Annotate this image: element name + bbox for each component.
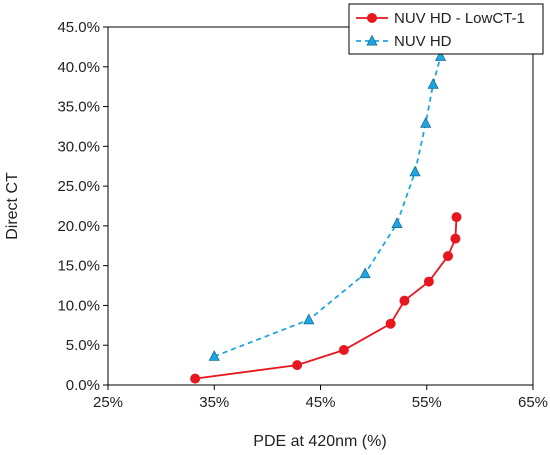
x-tick-label: 55% [412,394,442,411]
series-1 [190,212,462,384]
x-axis: 25% 35% 45% 55% 65% [93,385,548,411]
y-tick-label: 0.0% [66,377,100,394]
data-point-circle [443,251,453,262]
data-point-triangle [434,50,447,61]
x-tick-label: 25% [93,394,123,411]
series-2 [208,50,447,361]
data-point-circle [423,276,434,287]
y-tick-label: 40.0% [57,59,100,76]
y-tick-label: 10.0% [57,297,100,314]
legend-box [348,3,544,55]
x-tick-label: 35% [199,394,229,411]
y-tick-label: 5.0% [66,337,100,354]
data-point-triangle [303,313,315,325]
data-point-triangle [359,267,371,279]
data-point-circle [190,373,201,384]
data-point-circle [367,13,377,23]
data-point-triangle [208,350,220,361]
legend[interactable]: NUV HD - LowCT-1 NUV HD [348,3,544,55]
data-point-triangle [366,34,378,46]
x-tick-label: 45% [305,394,335,411]
y-tick-label: 45.0% [57,19,100,36]
legend-label: NUV HD [394,33,452,50]
data-point-circle [338,344,349,355]
data-point-circle [451,212,462,223]
data-point-triangle [420,117,432,128]
data-point-triangle [391,217,403,228]
data-point-circle [450,233,461,244]
data-point-circle [292,360,303,371]
data-point-triangle [409,165,421,177]
y-axis-title: Direct CT [4,172,21,240]
y-tick-label: 35.0% [57,99,100,116]
x-axis-title: PDE at 420nm (%) [253,433,386,450]
data-point-circle [399,295,410,306]
y-tick-label: 20.0% [57,218,100,235]
data-point-triangle [427,78,439,89]
y-tick-label: 25.0% [57,178,100,195]
y-tick-label: 15.0% [57,258,100,275]
y-tick-label: 30.0% [57,138,100,155]
series-line [213,56,442,358]
x-tick-label: 65% [518,394,548,411]
y-axis: 0.0% 5.0% 10.0% 15.0% 20.0% 25.0% 30.0% 35.0% 40… [57,19,108,394]
data-point-circle [385,318,396,329]
plot-series [190,50,462,384]
legend-label: NUV HD - LowCT-1 [394,10,525,27]
